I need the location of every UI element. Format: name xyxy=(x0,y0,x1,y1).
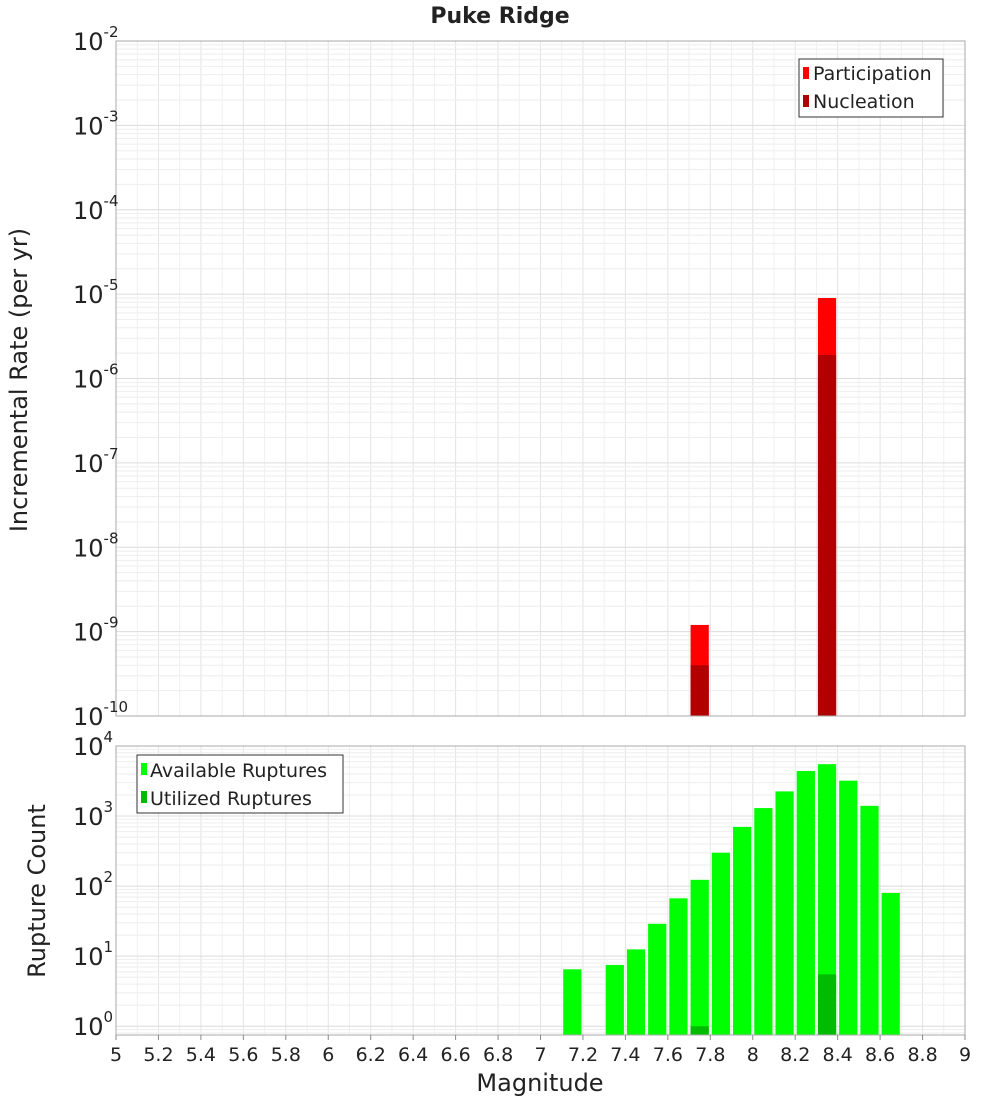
y-tick-label: 10-5 xyxy=(73,276,119,309)
y-tick-label: 10-2 xyxy=(73,23,119,56)
rate-plot-border xyxy=(115,40,966,717)
bar-available-ruptures xyxy=(690,879,709,1035)
x-tick-label: 8.6 xyxy=(865,1044,895,1066)
count-legend: Available Ruptures Utilized Ruptures xyxy=(136,754,344,814)
x-ticks: 5 5.2 5.4 5.6 5.8 6 6.2 6.4 6.6 6.8 7 7.2 7.4 7.6 7.8 8… xyxy=(110,1035,971,1066)
count-bars xyxy=(563,764,900,1035)
bar-available-ruptures xyxy=(648,923,667,1035)
x-tick-label: 5.4 xyxy=(186,1044,216,1066)
x-tick-label: 9 xyxy=(959,1044,971,1066)
count-y-ticks: 104 103 102 101 100 xyxy=(73,728,113,1041)
rate-panel: 10-2 10-3 10-4 10-5 10-6 10-7 10-8 10-9 10-10 In… xyxy=(5,23,966,731)
bar-nucleation xyxy=(817,354,837,716)
bar-available-ruptures xyxy=(881,892,900,1035)
rate-y-ticks: 10-2 10-3 10-4 10-5 10-6 10-7 10-8 10-9 10-10 xyxy=(73,23,128,731)
x-tick-label: 8.4 xyxy=(823,1044,853,1066)
y-tick-label: 10-3 xyxy=(73,107,119,140)
x-tick-label: 6.6 xyxy=(440,1044,470,1066)
y-tick-label: 10-8 xyxy=(73,529,119,562)
x-tick-label: 5 xyxy=(110,1044,122,1066)
x-tick-label: 5.6 xyxy=(228,1044,258,1066)
legend-swatch-nucleation xyxy=(803,95,809,107)
x-tick-label: 7.4 xyxy=(610,1044,640,1066)
bar-available-ruptures xyxy=(563,969,582,1035)
legend-swatch-utilized xyxy=(141,791,147,803)
x-tick-label: 5.2 xyxy=(143,1044,173,1066)
x-tick-label: 6 xyxy=(322,1044,334,1066)
y-tick-label: 10-4 xyxy=(73,192,119,225)
y-tick-label: 101 xyxy=(73,938,113,971)
y-tick-label: 104 xyxy=(73,728,113,761)
x-tick-label: 6.4 xyxy=(398,1044,428,1066)
rate-bars xyxy=(690,297,837,716)
bar-utilized-ruptures xyxy=(690,1026,709,1035)
bar-available-ruptures xyxy=(754,808,773,1035)
x-tick-label: 7.2 xyxy=(568,1044,598,1066)
rate-legend-box xyxy=(798,58,944,118)
y-tick-label: 10-10 xyxy=(73,698,128,731)
x-tick-label: 8.8 xyxy=(907,1044,937,1066)
x-axis-label: Magnitude xyxy=(476,1069,603,1097)
bar-available-ruptures xyxy=(733,826,752,1035)
x-tick-label: 6.8 xyxy=(483,1044,513,1066)
count-panel: 104 103 102 101 100 Rupture Count Available … xyxy=(23,728,966,1041)
bar-available-ruptures xyxy=(839,780,858,1035)
bar-available-ruptures xyxy=(711,852,731,1035)
y-tick-label: 103 xyxy=(73,798,113,831)
chart-title: Puke Ridge xyxy=(430,4,569,29)
legend-swatch-participation xyxy=(803,67,809,79)
legend-label-nucleation: Nucleation xyxy=(813,91,915,113)
x-tick-label: 8.2 xyxy=(780,1044,810,1066)
legend-label-participation: Participation xyxy=(813,63,932,85)
bar-utilized-ruptures xyxy=(817,974,837,1035)
y-tick-label: 100 xyxy=(73,1008,113,1041)
y-tick-label: 10-7 xyxy=(73,445,119,478)
bar-available-ruptures xyxy=(796,770,815,1035)
bar-available-ruptures xyxy=(775,791,794,1035)
rate-legend: Participation Nucleation xyxy=(798,58,944,118)
bar-available-ruptures xyxy=(860,805,879,1035)
y-tick-label: 10-6 xyxy=(73,361,119,394)
x-tick-label: 7.6 xyxy=(653,1044,683,1066)
y-tick-label: 102 xyxy=(73,868,113,901)
bar-available-ruptures xyxy=(817,764,837,1035)
rate-y-axis-label: Incremental Rate (per yr) xyxy=(5,228,33,532)
x-tick-label: 6.2 xyxy=(356,1044,386,1066)
bar-nucleation xyxy=(690,665,709,716)
x-tick-label: 7.8 xyxy=(695,1044,725,1066)
count-legend-box xyxy=(136,754,344,814)
legend-label-available: Available Ruptures xyxy=(150,760,327,782)
y-tick-label: 10-9 xyxy=(73,614,119,647)
legend-swatch-available xyxy=(141,763,147,775)
x-tick-label: 8 xyxy=(747,1044,759,1066)
bar-available-ruptures xyxy=(669,898,688,1035)
x-tick-label: 5.8 xyxy=(271,1044,301,1066)
rate-grid xyxy=(115,40,966,717)
bar-available-ruptures xyxy=(605,964,624,1035)
x-tick-label: 7 xyxy=(534,1044,546,1066)
count-y-axis-label: Rupture Count xyxy=(23,804,51,978)
legend-label-utilized: Utilized Ruptures xyxy=(150,788,312,810)
bar-available-ruptures xyxy=(626,949,646,1035)
